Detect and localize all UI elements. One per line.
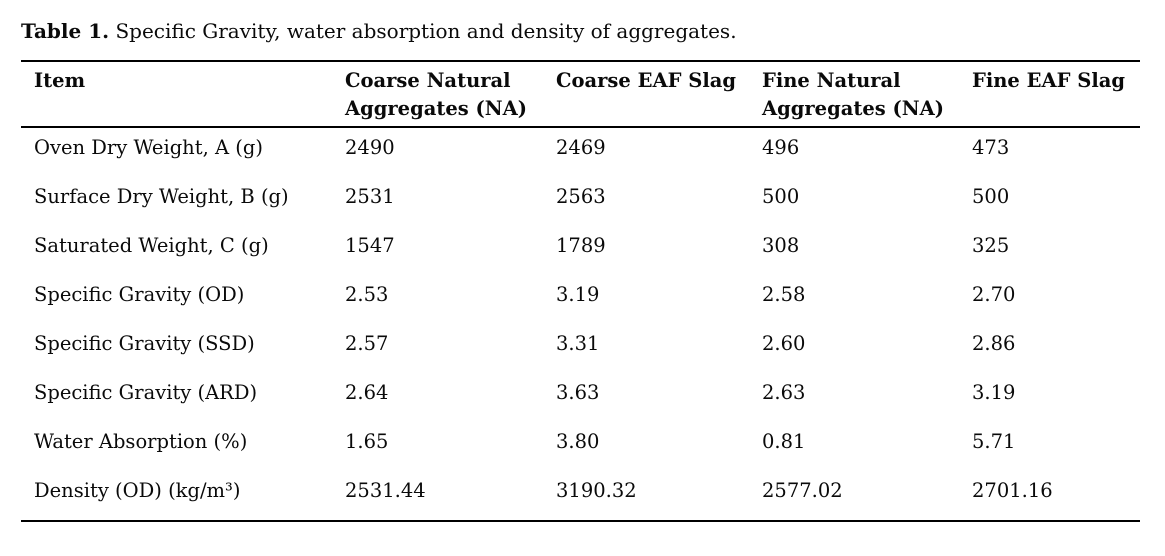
cell-value: 500 (972, 185, 1010, 208)
cell-value: 496 (762, 136, 800, 159)
table-row: Water Absorption (%) 1.65 3.80 0.81 5.71 (21, 422, 1140, 471)
cell-value: 1.65 (345, 430, 389, 453)
cell-value: 3.19 (556, 283, 600, 306)
cell-value: 3.80 (556, 430, 600, 453)
cell-value: 0.81 (762, 430, 806, 453)
table-caption-label: Table 1. (21, 19, 110, 43)
cell-value: 2.58 (762, 283, 806, 306)
table-caption-text: Specific Gravity, water absorption and d… (115, 19, 737, 43)
cell-value: 3190.32 (556, 479, 637, 502)
column-header-item: Item (21, 61, 332, 128)
cell-value: 2.57 (345, 332, 389, 355)
cell-value: 2.60 (762, 332, 806, 355)
cell-value: 473 (972, 136, 1010, 159)
cell-value: 3.31 (556, 332, 600, 355)
cell-value: 2.86 (972, 332, 1016, 355)
table-row: Surface Dry Weight, B (g) 2531 2563 500 … (21, 177, 1140, 226)
row-label: Specific Gravity (OD) (34, 283, 245, 306)
cell-value: 325 (972, 234, 1010, 257)
row-label: Specific Gravity (ARD) (34, 381, 258, 404)
table-body: Oven Dry Weight, A (g) 2490 2469 496 473… (21, 127, 1140, 521)
row-label: Saturated Weight, C (g) (34, 234, 269, 257)
cell-value: 5.71 (972, 430, 1016, 453)
table-row: Oven Dry Weight, A (g) 2490 2469 496 473 (21, 127, 1140, 177)
column-header-fine-na: Fine Natural Aggregates (NA) (749, 61, 959, 128)
row-label: Water Absorption (%) (34, 430, 248, 453)
row-label: Specific Gravity (SSD) (34, 332, 255, 355)
cell-value: 500 (762, 185, 800, 208)
cell-value: 2469 (556, 136, 606, 159)
cell-value: 308 (762, 234, 800, 257)
cell-value: 2.53 (345, 283, 389, 306)
cell-value: 2563 (556, 185, 606, 208)
table-header: Item Coarse Natural Aggregates (NA) Coar… (21, 61, 1140, 128)
cell-value: 2.64 (345, 381, 389, 404)
cell-value: 3.63 (556, 381, 600, 404)
table-row: Specific Gravity (OD) 2.53 3.19 2.58 2.7… (21, 275, 1140, 324)
column-header-fine-eaf-slag: Fine EAF Slag (959, 61, 1140, 128)
table-row: Specific Gravity (SSD) 2.57 3.31 2.60 2.… (21, 324, 1140, 373)
table-header-row: Item Coarse Natural Aggregates (NA) Coar… (21, 61, 1140, 128)
table-caption: Table 1. Specific Gravity, water absorpt… (21, 18, 1141, 44)
row-label: Oven Dry Weight, A (g) (34, 136, 263, 159)
row-label: Density (OD) (kg/m³) (34, 479, 241, 502)
table-row: Specific Gravity (ARD) 2.64 3.63 2.63 3.… (21, 373, 1140, 422)
table-row: Density (OD) (kg/m³) 2531.44 3190.32 257… (21, 471, 1140, 521)
column-header-coarse-eaf-slag: Coarse EAF Slag (543, 61, 749, 128)
aggregates-properties-table: Item Coarse Natural Aggregates (NA) Coar… (21, 60, 1140, 522)
cell-value: 2531 (345, 185, 395, 208)
cell-value: 2701.16 (972, 479, 1053, 502)
cell-value: 2577.02 (762, 479, 843, 502)
column-header-coarse-na: Coarse Natural Aggregates (NA) (332, 61, 543, 128)
cell-value: 2531.44 (345, 479, 426, 502)
cell-value: 1789 (556, 234, 606, 257)
cell-value: 2490 (345, 136, 395, 159)
cell-value: 2.63 (762, 381, 806, 404)
cell-value: 3.19 (972, 381, 1016, 404)
row-label: Surface Dry Weight, B (g) (34, 185, 289, 208)
table-row: Saturated Weight, C (g) 1547 1789 308 32… (21, 226, 1140, 275)
cell-value: 2.70 (972, 283, 1016, 306)
cell-value: 1547 (345, 234, 395, 257)
